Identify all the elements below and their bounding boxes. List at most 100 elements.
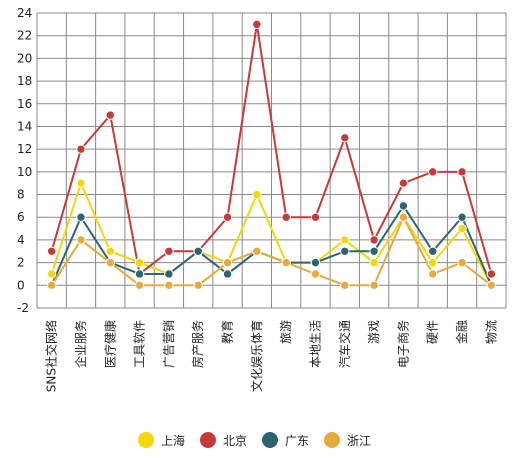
data-point — [105, 110, 115, 120]
data-point — [428, 257, 438, 268]
data-point — [310, 212, 321, 222]
data-point — [222, 257, 233, 268]
data-point — [369, 246, 379, 256]
data-point — [369, 257, 379, 268]
data-point — [428, 269, 438, 279]
data-point — [134, 257, 145, 268]
data-point — [164, 246, 174, 256]
data-point — [76, 235, 86, 245]
y-tick-label: 16 — [17, 97, 32, 111]
y-tick-label: 12 — [17, 142, 32, 156]
data-point — [105, 257, 115, 268]
x-tick-label: 医疗健康 — [102, 320, 117, 368]
series-line-1 — [50, 23, 493, 275]
legend-item: 北京 — [200, 432, 247, 448]
data-point — [310, 257, 321, 268]
data-point — [164, 269, 174, 279]
data-point — [134, 269, 145, 279]
legend-swatch — [200, 432, 216, 448]
data-point — [193, 280, 203, 291]
legend-item: 上海 — [138, 432, 185, 448]
data-point — [340, 133, 350, 143]
x-tick-label: 金融 — [454, 320, 469, 344]
data-point — [252, 189, 262, 200]
data-point — [340, 235, 350, 245]
data-point — [428, 246, 438, 256]
grid — [36, 12, 507, 309]
data-point — [457, 167, 467, 177]
legend-swatch — [262, 432, 278, 448]
x-tick-label: 广告营销 — [162, 320, 176, 368]
x-tick-label: 汽车交通 — [337, 320, 352, 368]
y-tick-label: 20 — [17, 51, 32, 65]
y-tick-label: 14 — [17, 119, 32, 133]
y-tick-label: 22 — [17, 29, 32, 43]
data-point — [428, 167, 438, 177]
y-tick-label: 0 — [17, 278, 25, 292]
data-point — [398, 212, 409, 222]
series-line-0 — [50, 182, 493, 286]
data-point — [76, 212, 86, 222]
x-tick-label: 物流 — [484, 320, 498, 344]
legend-label: 北京 — [223, 434, 247, 448]
x-tick-label: 电子商务 — [395, 320, 410, 368]
data-point — [193, 246, 203, 256]
data-point — [340, 246, 350, 256]
x-tick-label: 教育 — [220, 320, 235, 344]
x-tick-label: 文化娱乐体育 — [249, 320, 264, 392]
data-point — [46, 269, 57, 279]
x-tick-label: 硬件 — [426, 320, 440, 344]
legend: 上海 北京 广东 浙江 — [138, 432, 371, 448]
data-point — [134, 280, 145, 291]
legend-item: 浙江 — [324, 432, 371, 448]
legend-swatch — [324, 432, 340, 448]
series-points — [46, 19, 497, 291]
legend-label: 浙江 — [347, 434, 371, 448]
data-point — [252, 19, 262, 30]
data-point — [76, 144, 86, 154]
legend-label: 广东 — [285, 434, 309, 448]
data-point — [398, 178, 409, 188]
data-point — [310, 269, 321, 279]
data-point — [76, 178, 86, 188]
data-point — [398, 201, 409, 211]
x-axis: SNS社交网络 企业服务 医疗健康 工具软件 广告营销 房产服务 教育 文化娱乐体育 旅游 本地生… — [44, 320, 499, 392]
legend-item: 广东 — [262, 432, 309, 448]
y-tick-label: 24 — [17, 6, 32, 20]
x-tick-label: 企业服务 — [73, 320, 88, 368]
data-point — [164, 280, 174, 291]
data-point — [281, 257, 291, 268]
x-tick-label: 旅游 — [279, 320, 293, 344]
y-tick-label: 6 — [17, 210, 25, 224]
data-point — [369, 280, 379, 291]
data-point — [486, 280, 497, 291]
x-tick-label: 房产服务 — [190, 320, 205, 368]
x-tick-label: 工具软件 — [133, 320, 147, 368]
x-tick-label: 本地生活 — [308, 320, 322, 368]
data-point — [340, 280, 350, 291]
data-point — [46, 246, 57, 256]
data-point — [46, 280, 57, 291]
series-lines — [50, 23, 493, 287]
y-tick-label: -2 — [17, 301, 29, 315]
y-tick-label: 4 — [17, 233, 25, 247]
data-point — [457, 223, 467, 234]
x-tick-label: 游戏 — [367, 320, 381, 344]
data-point — [222, 269, 233, 279]
y-tick-label: 18 — [17, 74, 32, 88]
x-tick-label: SNS社交网络 — [44, 320, 59, 392]
legend-label: 上海 — [161, 433, 185, 448]
y-tick-label: 8 — [17, 188, 25, 202]
data-point — [105, 246, 115, 256]
data-point — [281, 212, 291, 222]
y-tick-label: 10 — [17, 165, 32, 179]
data-point — [457, 257, 467, 268]
data-point — [252, 246, 262, 256]
y-tick-label: 2 — [17, 256, 25, 270]
data-point — [457, 212, 467, 222]
series-line-3 — [50, 216, 492, 287]
data-point — [222, 212, 233, 222]
data-point — [486, 269, 497, 279]
